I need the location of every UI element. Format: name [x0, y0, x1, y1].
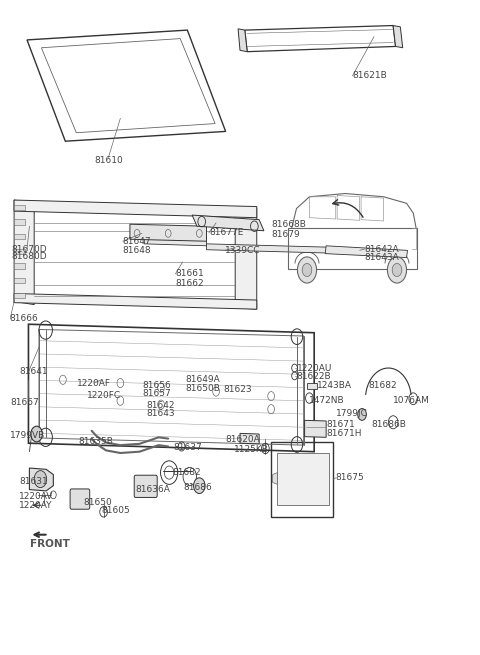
Text: 81682: 81682 — [172, 468, 201, 477]
Text: 81650: 81650 — [84, 498, 112, 506]
Text: 81610: 81610 — [94, 157, 123, 165]
Polygon shape — [192, 215, 264, 231]
Polygon shape — [235, 206, 257, 309]
Polygon shape — [277, 453, 328, 505]
Text: 81680D: 81680D — [11, 252, 47, 261]
Polygon shape — [14, 204, 24, 210]
FancyBboxPatch shape — [134, 476, 157, 497]
Polygon shape — [14, 234, 24, 239]
Text: 81622B: 81622B — [297, 372, 331, 381]
Text: 81637: 81637 — [173, 443, 202, 451]
Text: 81661: 81661 — [175, 269, 204, 278]
Text: 81649A: 81649A — [185, 375, 220, 384]
FancyBboxPatch shape — [70, 489, 90, 509]
Text: 81662: 81662 — [175, 278, 204, 288]
Text: 81668B: 81668B — [271, 220, 306, 229]
Polygon shape — [273, 473, 277, 484]
Text: 81643A: 81643A — [364, 253, 399, 262]
Text: 1472NB: 1472NB — [310, 396, 345, 405]
Polygon shape — [240, 434, 259, 444]
Polygon shape — [14, 200, 257, 217]
Circle shape — [387, 257, 407, 283]
Text: 81647: 81647 — [123, 236, 151, 246]
Text: 81605: 81605 — [101, 506, 130, 515]
Polygon shape — [14, 263, 24, 269]
Circle shape — [31, 426, 42, 442]
Text: 81636A: 81636A — [136, 485, 170, 494]
Polygon shape — [14, 200, 34, 305]
Text: 1125KB: 1125KB — [234, 445, 269, 453]
Text: 81631: 81631 — [19, 477, 48, 485]
Text: 81671: 81671 — [326, 421, 355, 430]
Text: 81670D: 81670D — [11, 244, 47, 253]
Text: 1220FC: 1220FC — [87, 391, 121, 400]
Text: 81666: 81666 — [9, 314, 38, 323]
Text: 81642A: 81642A — [364, 244, 399, 253]
Text: 81650B: 81650B — [185, 384, 220, 393]
Polygon shape — [29, 468, 53, 491]
Polygon shape — [307, 383, 317, 389]
Text: 1339CC: 1339CC — [225, 246, 260, 255]
Text: 1799VB: 1799VB — [10, 431, 46, 440]
Text: 81671H: 81671H — [326, 429, 361, 438]
Text: 81686B: 81686B — [372, 421, 407, 430]
Text: 81675: 81675 — [336, 474, 364, 482]
Text: 81643: 81643 — [147, 409, 175, 419]
Polygon shape — [238, 29, 247, 52]
Polygon shape — [14, 293, 24, 298]
Polygon shape — [206, 244, 350, 253]
Text: 81657: 81657 — [142, 389, 170, 398]
Polygon shape — [14, 278, 24, 284]
Text: 81635B: 81635B — [79, 437, 114, 446]
Polygon shape — [14, 249, 24, 254]
Text: 1243BA: 1243BA — [317, 381, 351, 390]
Text: 81648: 81648 — [123, 246, 151, 255]
Text: 1220AY: 1220AY — [19, 501, 52, 510]
Circle shape — [34, 471, 47, 487]
Text: FRONT: FRONT — [30, 540, 70, 550]
Text: 81667: 81667 — [10, 398, 39, 407]
Text: 81677E: 81677E — [209, 228, 243, 237]
Text: 81679: 81679 — [271, 229, 300, 238]
Text: 81641: 81641 — [19, 367, 48, 377]
Circle shape — [298, 257, 317, 283]
Text: 81682: 81682 — [368, 381, 397, 390]
Text: 1220AF: 1220AF — [77, 379, 111, 388]
Polygon shape — [130, 224, 206, 241]
Text: 1799JC: 1799JC — [336, 409, 368, 418]
Text: 81686: 81686 — [183, 483, 212, 492]
Text: 81642: 81642 — [147, 401, 175, 410]
Polygon shape — [144, 231, 206, 246]
Text: 1220AV: 1220AV — [19, 492, 53, 500]
Text: 1220AU: 1220AU — [297, 364, 332, 373]
Text: 81623: 81623 — [223, 385, 252, 394]
Circle shape — [302, 263, 312, 276]
Polygon shape — [393, 26, 403, 48]
Text: 81621B: 81621B — [352, 71, 387, 81]
Circle shape — [358, 409, 366, 421]
Text: 1076AM: 1076AM — [393, 396, 430, 405]
Polygon shape — [305, 421, 326, 438]
Polygon shape — [325, 246, 408, 257]
Polygon shape — [14, 219, 24, 225]
Circle shape — [193, 478, 205, 493]
Circle shape — [392, 263, 402, 276]
Text: 81620A: 81620A — [226, 436, 260, 445]
Text: 81656: 81656 — [142, 381, 170, 390]
Polygon shape — [14, 293, 257, 309]
